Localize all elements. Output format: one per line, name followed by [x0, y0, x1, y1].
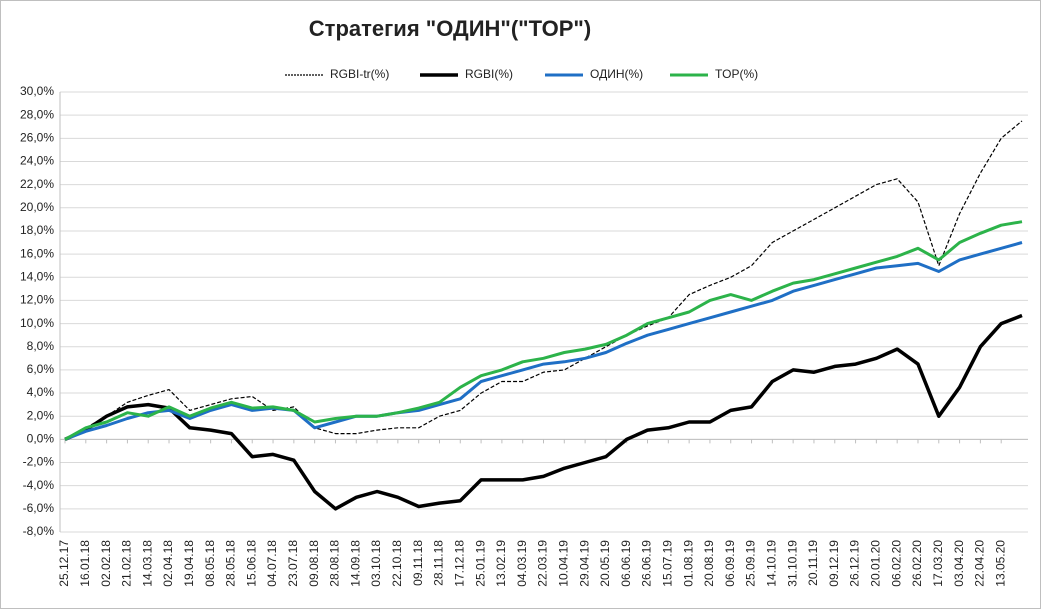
- x-tick-label: 22.04.20: [973, 540, 987, 587]
- y-tick-label: 28,0%: [20, 107, 54, 121]
- legend-label: TOP(%): [715, 67, 758, 81]
- series-line: [64, 241, 1023, 441]
- x-tick-label: 04.03.19: [515, 540, 529, 587]
- y-tick-label: -8,0%: [23, 524, 55, 538]
- y-tick-label: 14,0%: [20, 269, 54, 283]
- x-tick-label: 16.01.18: [78, 540, 92, 587]
- y-tick-label: -6,0%: [23, 501, 55, 515]
- x-tick-label: 17.03.20: [931, 540, 945, 587]
- y-tick-label: 30,0%: [20, 84, 54, 98]
- x-tick-label: 22.03.19: [536, 540, 550, 587]
- x-tick-label: 20.11.19: [806, 540, 820, 586]
- y-tick-label: 0,0%: [27, 432, 55, 446]
- y-tick-label: -2,0%: [23, 455, 55, 469]
- x-tick-label: 20.01.20: [869, 540, 883, 587]
- x-tick-label: 09.11.18: [411, 540, 425, 586]
- x-tick-label: 21.02.18: [120, 540, 134, 587]
- y-tick-label: -4,0%: [23, 478, 55, 492]
- x-tick-label: 28.05.18: [224, 540, 238, 587]
- x-tick-label: 28.08.18: [328, 540, 342, 587]
- x-tick-label: 19.04.18: [182, 540, 196, 587]
- x-tick-label: 13.02.19: [494, 540, 508, 587]
- y-tick-label: 6,0%: [27, 362, 55, 376]
- x-tick-label: 15.07.19: [660, 540, 674, 587]
- series-line: [64, 220, 1023, 441]
- chart-title: Стратегия "ОДИН"("TOP"): [309, 16, 591, 41]
- x-tick-label: 25.01.19: [473, 540, 487, 587]
- x-tick-label: 26.12.19: [848, 540, 862, 587]
- y-tick-label: 12,0%: [20, 293, 54, 307]
- x-tick-label: 09.08.18: [307, 540, 321, 587]
- y-tick-label: 18,0%: [20, 223, 54, 237]
- x-tick-label: 13.05.20: [993, 540, 1007, 587]
- x-tick-label: 29.04.19: [577, 540, 591, 587]
- x-tick-label: 06.09.19: [723, 540, 737, 587]
- y-tick-label: 4,0%: [27, 385, 55, 399]
- x-tick-label: 08.05.18: [203, 540, 217, 587]
- x-tick-label: 20.05.19: [598, 540, 612, 587]
- x-tick-label: 03.04.20: [952, 540, 966, 587]
- x-tick-label: 09.12.19: [827, 540, 841, 587]
- y-tick-label: 22,0%: [20, 177, 54, 191]
- y-tick-label: 8,0%: [27, 339, 55, 353]
- x-tick-label: 26.06.19: [640, 540, 654, 587]
- x-tick-label: 15.06.18: [244, 540, 258, 587]
- y-tick-label: 16,0%: [20, 246, 54, 260]
- x-tick-label: 22.10.18: [390, 540, 404, 587]
- x-tick-label: 14.09.18: [348, 540, 362, 587]
- x-tick-label: 26.02.20: [910, 540, 924, 587]
- x-tick-label: 28.11.18: [432, 540, 446, 586]
- x-tick-label: 25.09.19: [744, 540, 758, 587]
- x-tick-label: 02.02.18: [99, 540, 113, 587]
- x-tick-label: 10.04.19: [556, 540, 570, 587]
- y-tick-label: 2,0%: [27, 408, 55, 422]
- x-tick-label: 31.10.19: [785, 540, 799, 587]
- x-tick-label: 20.08.19: [702, 540, 716, 587]
- y-tick-label: 26,0%: [20, 130, 54, 144]
- legend-label: RGBI-tr(%): [330, 67, 389, 81]
- y-tick-label: 10,0%: [20, 316, 54, 330]
- y-tick-label: 20,0%: [20, 200, 54, 214]
- x-tick-label: 23.07.18: [286, 540, 300, 587]
- x-tick-label: 06.02.20: [889, 540, 903, 587]
- y-tick-label: 24,0%: [20, 154, 54, 168]
- x-tick-label: 06.06.19: [619, 540, 633, 587]
- x-tick-label: 14.10.19: [765, 540, 779, 587]
- legend-label: RGBI(%): [465, 67, 513, 81]
- x-tick-label: 14.03.18: [140, 540, 154, 587]
- x-tick-label: 25.12.17: [57, 540, 71, 587]
- legend-label: ОДИН(%): [590, 67, 643, 81]
- x-tick-label: 01.08.19: [681, 540, 695, 587]
- x-tick-label: 17.12.18: [452, 540, 466, 587]
- x-tick-label: 02.04.18: [161, 540, 175, 587]
- x-tick-label: 04.07.18: [265, 540, 279, 587]
- x-tick-label: 03.10.18: [369, 540, 383, 587]
- series-line: [64, 120, 1023, 440]
- series-line: [64, 313, 1023, 511]
